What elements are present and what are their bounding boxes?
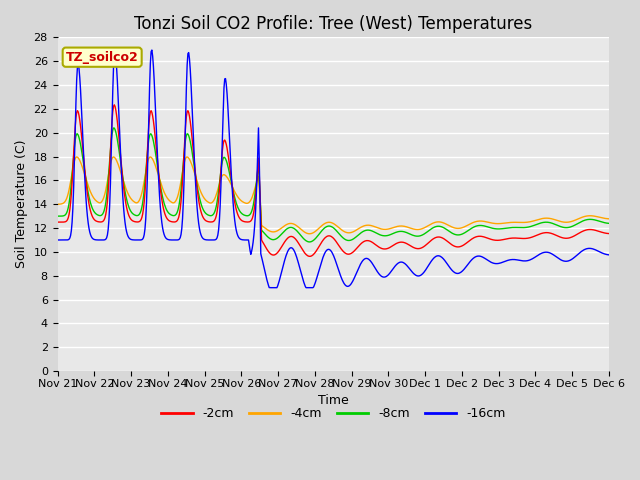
-4cm [305, 231, 313, 237]
-2cm [111, 102, 118, 108]
-4cm [605, 216, 613, 222]
-2cm [121, 195, 129, 201]
-16cm [120, 213, 128, 218]
-16cm [605, 252, 613, 258]
-2cm [63, 217, 71, 223]
-4cm [63, 193, 71, 199]
-4cm [121, 183, 129, 189]
-8cm [402, 229, 410, 235]
-8cm [63, 208, 71, 214]
-2cm [418, 245, 426, 251]
-16cm [402, 262, 410, 267]
-2cm [306, 253, 314, 259]
-4cm [206, 200, 214, 206]
-8cm [121, 189, 129, 194]
-16cm [418, 272, 426, 277]
-2cm [605, 231, 613, 237]
-16cm [206, 237, 214, 243]
Line: -16cm: -16cm [58, 50, 609, 288]
Line: -8cm: -8cm [58, 128, 609, 242]
-4cm [177, 178, 185, 184]
-8cm [177, 187, 185, 192]
-2cm [177, 199, 185, 204]
-4cm [418, 226, 426, 232]
Text: TZ_soilco2: TZ_soilco2 [66, 51, 138, 64]
Title: Tonzi Soil CO2 Profile: Tree (West) Temperatures: Tonzi Soil CO2 Profile: Tree (West) Temp… [134, 15, 532, 33]
-4cm [54, 201, 61, 207]
-16cm [63, 237, 71, 243]
-2cm [206, 219, 214, 225]
-16cm [177, 232, 185, 238]
Legend: -2cm, -4cm, -8cm, -16cm: -2cm, -4cm, -8cm, -16cm [156, 402, 510, 425]
-2cm [402, 240, 410, 246]
-16cm [266, 285, 274, 290]
Y-axis label: Soil Temperature (C): Soil Temperature (C) [15, 140, 28, 268]
-16cm [54, 237, 61, 243]
-8cm [418, 232, 426, 238]
-8cm [109, 125, 117, 131]
-4cm [109, 154, 117, 160]
-8cm [54, 213, 61, 219]
-16cm [148, 47, 156, 53]
Line: -2cm: -2cm [58, 105, 609, 256]
X-axis label: Time: Time [318, 394, 349, 408]
-4cm [402, 224, 410, 229]
-8cm [206, 213, 214, 218]
-2cm [54, 219, 61, 225]
-8cm [306, 239, 314, 245]
Line: -4cm: -4cm [58, 157, 609, 234]
-8cm [605, 220, 613, 226]
